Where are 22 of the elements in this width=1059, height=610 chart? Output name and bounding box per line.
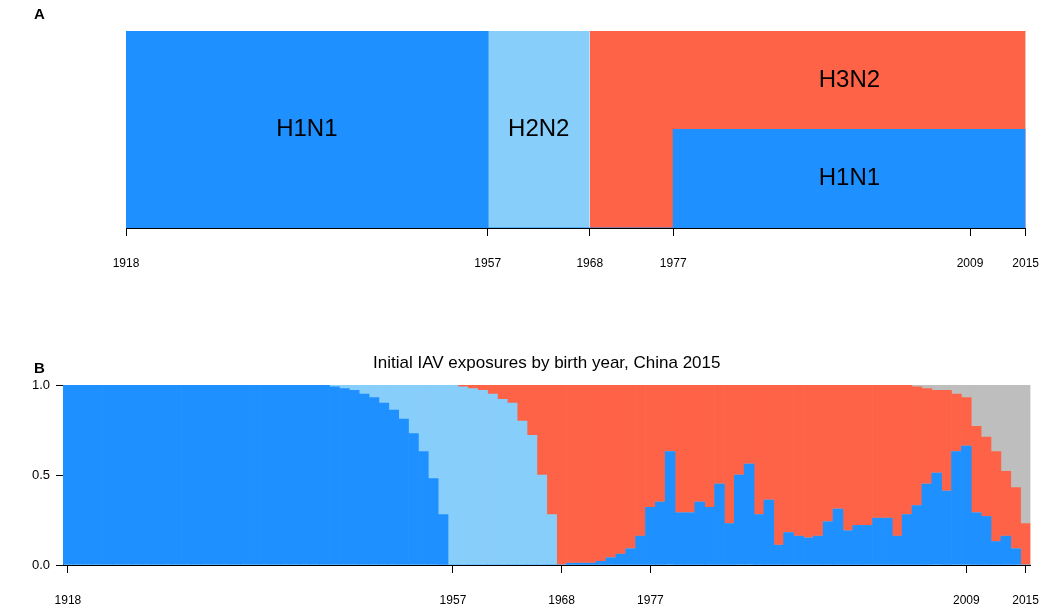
series-label: H3N2: [818, 64, 881, 92]
x-tick-label: 1968: [576, 255, 604, 270]
series-label: H1N1: [818, 163, 881, 191]
chart-title: Initial IAV exposures by birth year, China 2015: [373, 352, 721, 372]
x-tick-label: 1957: [474, 255, 502, 270]
x-tick-label: 2015: [1012, 592, 1040, 607]
x-tick-label: 2009: [956, 255, 984, 270]
x-tick-label: 2015: [1012, 255, 1040, 270]
x-tick-label: 1977: [637, 592, 665, 607]
x-tick-label: 1918: [54, 592, 82, 607]
text: B: [34, 359, 45, 377]
y-tick-label: 1.0: [31, 376, 50, 392]
x-tick-label: 1957: [439, 592, 467, 607]
y-tick-label: 0.5: [31, 466, 50, 482]
x-tick-label: 2009: [952, 592, 980, 607]
text: H1N1: [276, 114, 338, 142]
text: A: [34, 5, 45, 23]
y-tick-label: 0.0: [31, 556, 50, 572]
x-tick-label: 1977: [659, 255, 687, 270]
x-tick-label: 1968: [548, 592, 576, 607]
series-label: H2N2: [508, 114, 570, 142]
x-tick-label: 1918: [112, 255, 140, 270]
